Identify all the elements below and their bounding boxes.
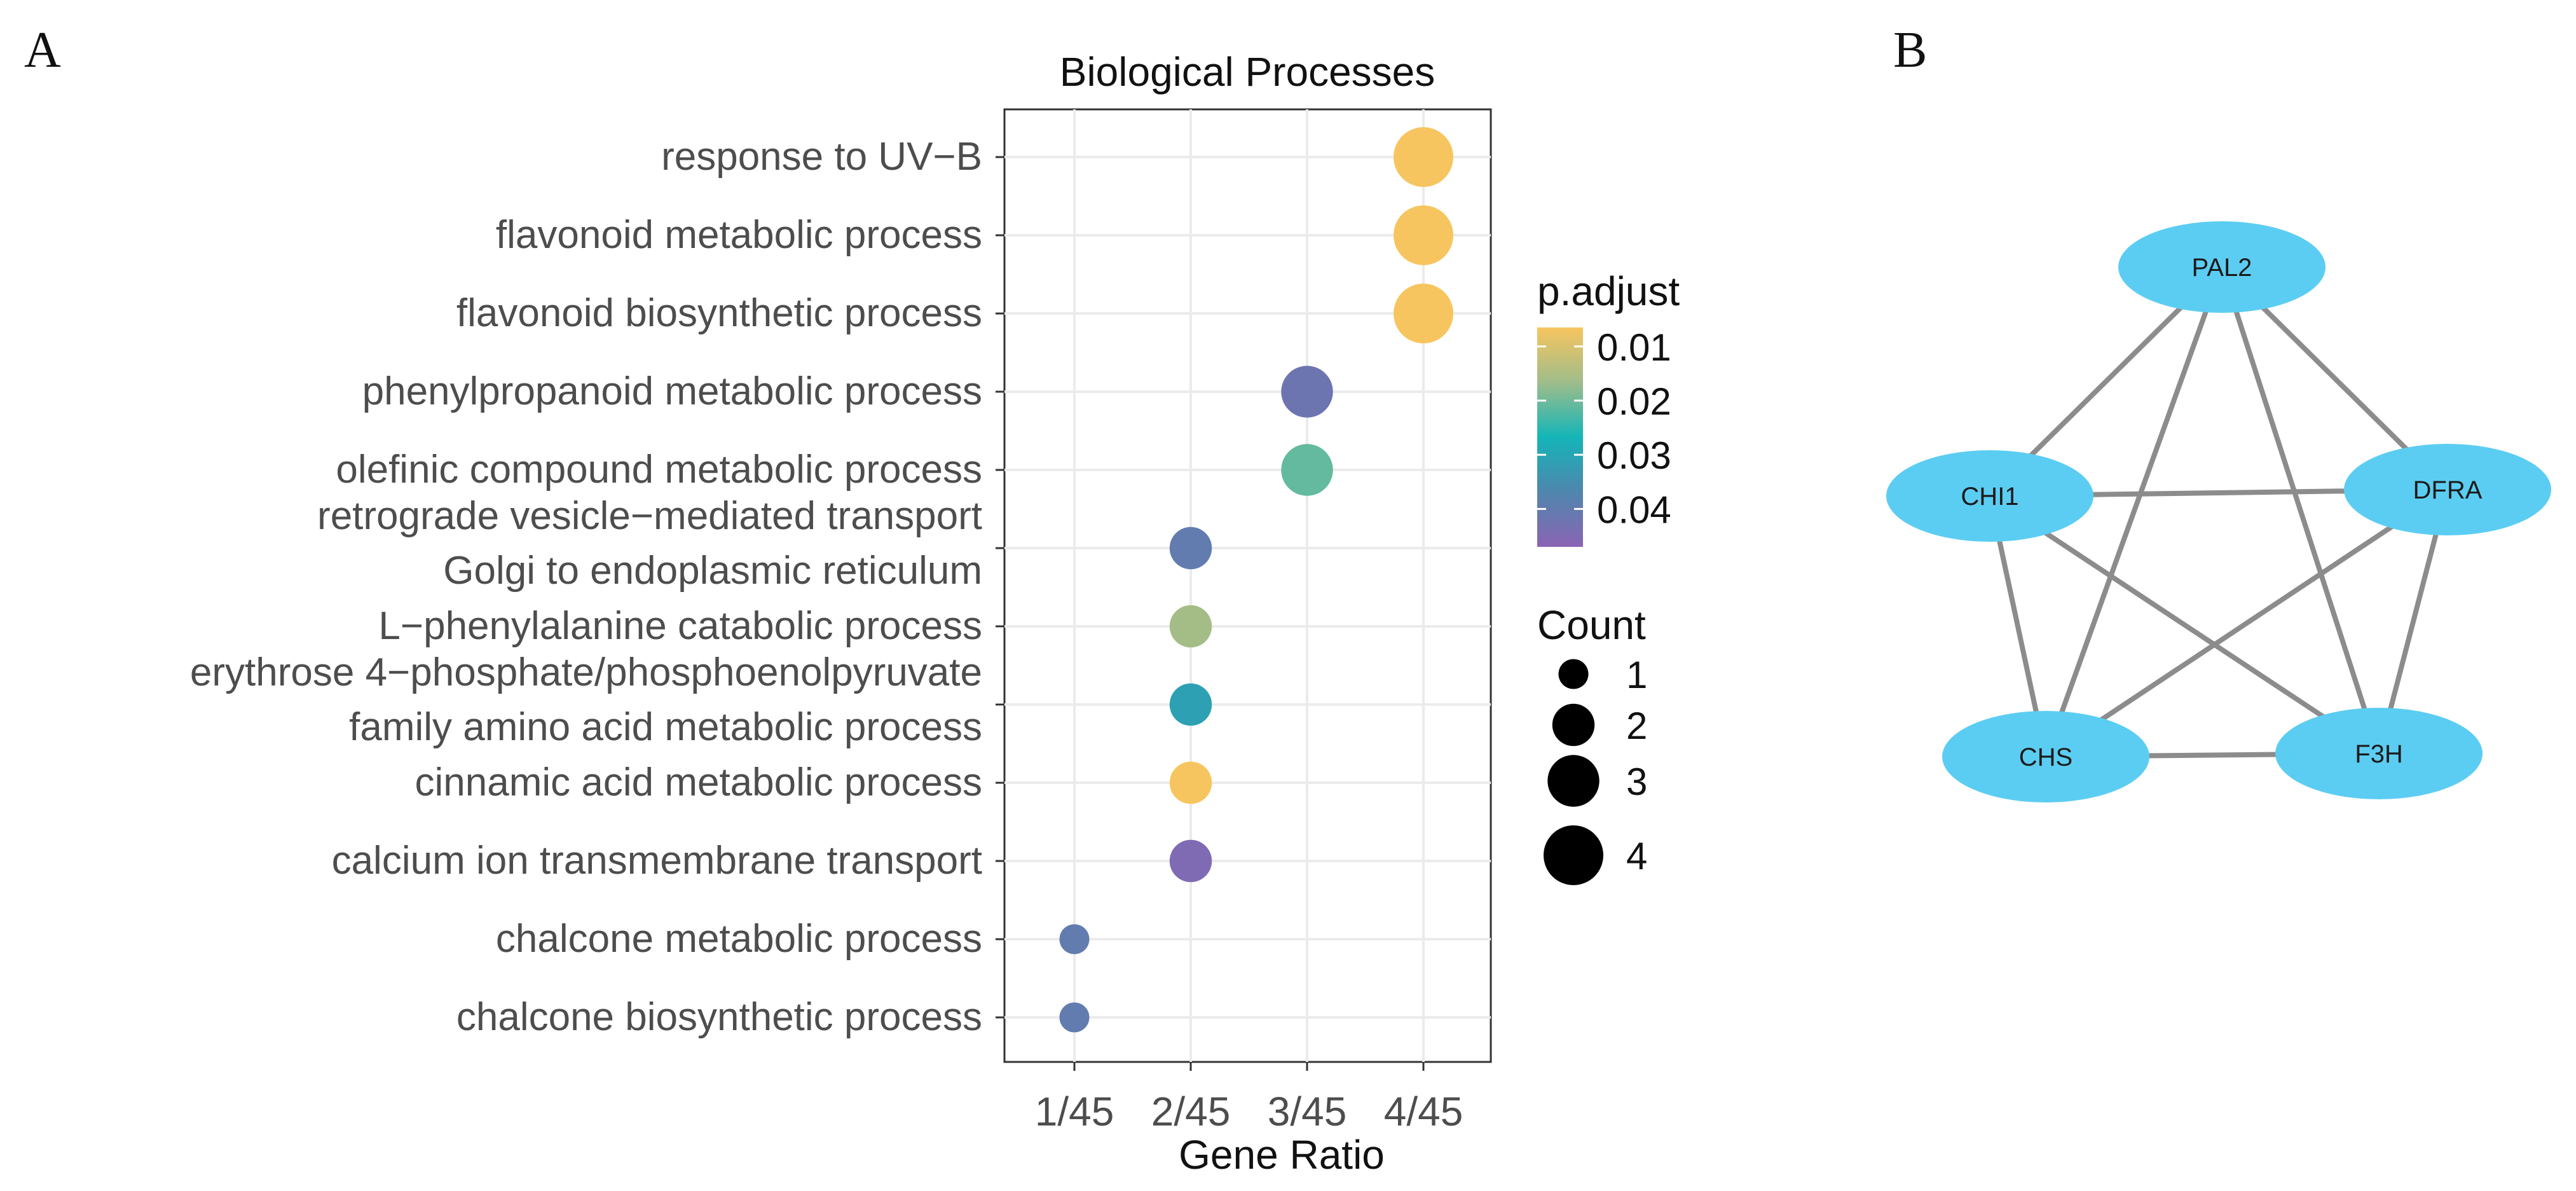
x-tick-label: 3/45 xyxy=(1268,1089,1347,1134)
network-edge xyxy=(1988,493,2381,756)
data-point xyxy=(1169,527,1212,570)
size-legend-dot xyxy=(1547,755,1600,807)
network-node xyxy=(2344,444,2551,535)
y-tick-label: L−phenylalanine catabolic process xyxy=(378,604,982,648)
y-tick-label: response to UV−B xyxy=(661,135,982,179)
y-tick-label: flavonoid biosynthetic process xyxy=(456,291,982,335)
color-legend-label: 0.02 xyxy=(1597,380,1671,423)
network-edge xyxy=(2043,266,2224,758)
gene-network: PAL2 CHI1 DFRA CHS F3H xyxy=(1886,221,2551,802)
y-tick-label: flavonoid metabolic process xyxy=(496,213,982,257)
size-legend-label: 4 xyxy=(1626,835,1647,878)
x-tick-label: 1/45 xyxy=(1035,1089,1114,1134)
y-tick-label: chalcone biosynthetic process xyxy=(456,995,982,1039)
y-tick-label: erythrose 4−phosphate/phosphoenolpyruvat… xyxy=(190,651,982,694)
color-legend-label: 0.01 xyxy=(1597,326,1671,369)
network-edge xyxy=(2219,266,2381,755)
network-node-label: PAL2 xyxy=(2192,254,2252,282)
size-legend-label: 2 xyxy=(1626,705,1647,747)
y-tick-label: chalcone metabolic process xyxy=(496,917,982,961)
network-node xyxy=(2275,708,2483,799)
network-node-label: CHS xyxy=(2019,743,2072,771)
panel-a-label: A xyxy=(24,22,61,78)
data-point xyxy=(1394,205,1453,265)
size-legend-label: 1 xyxy=(1626,654,1647,696)
x-axis-title: Gene Ratio xyxy=(1179,1132,1385,1178)
network-node xyxy=(1942,711,2149,802)
data-point xyxy=(1169,605,1212,648)
y-tick-label: family amino acid metabolic process xyxy=(349,705,982,749)
chart-title: Biological Processes xyxy=(1060,49,1435,95)
dot-plot: 1/45 2/45 3/45 4/45 response to UV−B flavonoi… xyxy=(190,108,1492,1134)
panel-b-label: B xyxy=(1893,22,1927,78)
y-tick-label: phenylpropanoid metabolic process xyxy=(362,369,982,413)
plot-panel xyxy=(1003,108,1492,1063)
data-point xyxy=(1394,127,1453,187)
size-legend-dot xyxy=(1544,825,1603,885)
y-tick-label: cinnamic acid metabolic process xyxy=(415,761,983,804)
color-legend-label: 0.04 xyxy=(1597,488,1671,531)
network-edge xyxy=(2044,487,2449,759)
data-point xyxy=(1394,284,1453,343)
color-legend-title: p.adjust xyxy=(1537,268,1680,314)
data-point xyxy=(1059,924,1090,954)
y-tick-label: olefinic compound metabolic process xyxy=(336,448,982,492)
size-legend-label: 3 xyxy=(1626,761,1647,803)
size-legend-dot xyxy=(1558,659,1589,689)
network-node-label: CHI1 xyxy=(1961,483,2018,511)
network-node xyxy=(2118,221,2326,313)
data-point xyxy=(1169,839,1212,883)
network-node xyxy=(1886,450,2093,542)
data-point xyxy=(1059,1002,1090,1033)
y-tick-label: Golgi to endoplasmic reticulum xyxy=(443,549,982,593)
data-point xyxy=(1169,761,1212,804)
size-legend-title: Count xyxy=(1537,602,1646,648)
y-tick-label: calcium ion transmembrane transport xyxy=(332,839,982,883)
data-point xyxy=(1169,683,1212,726)
x-tick-label: 4/45 xyxy=(1384,1089,1463,1134)
x-tick-label: 2/45 xyxy=(1151,1089,1231,1134)
data-point xyxy=(1281,444,1333,496)
color-bar xyxy=(1537,327,1583,547)
network-node-label: DFRA xyxy=(2413,476,2483,504)
color-legend-label: 0.03 xyxy=(1597,434,1671,477)
y-tick-label: retrograde vesicle−mediated transport xyxy=(317,494,982,538)
size-legend-dot xyxy=(1552,703,1595,747)
legends: p.adjust Count 0.01 0.02 0.03 0.04 1 2 3 4 xyxy=(1537,268,1680,885)
network-node-label: F3H xyxy=(2355,740,2403,768)
data-point xyxy=(1281,366,1333,418)
